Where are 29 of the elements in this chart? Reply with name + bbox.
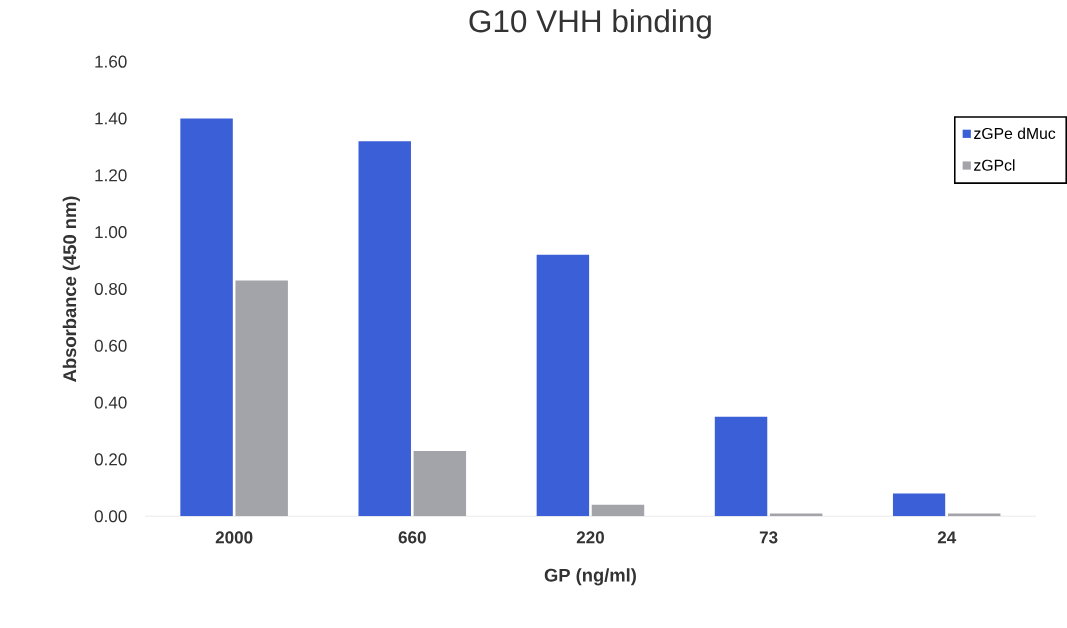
x-tick-label: 2000	[215, 531, 253, 544]
bar	[536, 254, 590, 517]
x-tick-label: 660	[398, 531, 426, 544]
y-axis-title: Absorbance (450 nm)	[62, 196, 80, 382]
bar	[714, 416, 768, 517]
x-axis-title: GP (ng/ml)	[544, 568, 636, 586]
y-tick-label: 0.20	[94, 453, 127, 466]
x-tick-label: 24	[937, 531, 957, 544]
bar	[358, 141, 411, 517]
bar	[235, 280, 288, 517]
x-tick-label: 220	[576, 531, 604, 544]
y-tick-label: 0.80	[94, 282, 127, 295]
y-tick-label: 1.00	[95, 225, 127, 238]
y-tick-label: 1.20	[95, 169, 127, 182]
bar	[591, 504, 645, 517]
bar	[413, 450, 467, 517]
y-tick-label: 1.40	[95, 112, 127, 125]
y-tick-label: 0.00	[94, 510, 127, 523]
y-tick-label: 0.40	[94, 396, 127, 409]
y-tick-label: 0.60	[94, 339, 127, 352]
legend-label: zGPe dMuc	[974, 127, 1056, 139]
bar	[948, 513, 1001, 517]
legend-label: zGPcl	[974, 159, 1015, 171]
bar	[769, 513, 823, 517]
bar	[892, 493, 946, 517]
x-tick-label: 73	[759, 531, 778, 544]
bar	[180, 118, 233, 517]
chart-title: G10 VHH binding	[469, 9, 711, 39]
y-tick-label: 1.60	[95, 55, 127, 68]
